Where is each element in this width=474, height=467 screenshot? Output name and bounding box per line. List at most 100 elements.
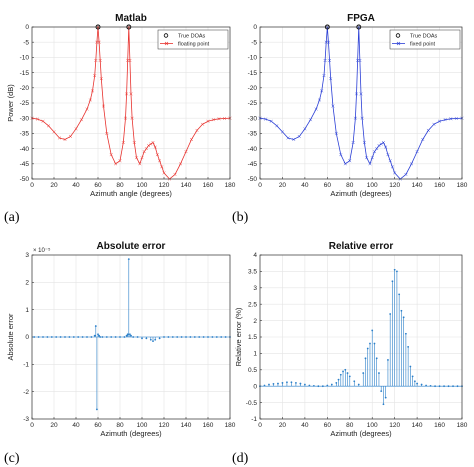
stem-point	[366, 347, 369, 350]
stem-point	[90, 336, 93, 338]
series-point	[426, 128, 430, 132]
stem-point	[145, 337, 148, 340]
x-tick-label: 140	[181, 182, 192, 189]
stem-point	[185, 336, 187, 338]
y-tick-label: 3.5	[248, 269, 257, 276]
stem-point	[346, 372, 349, 374]
series-point	[68, 134, 73, 139]
series-point	[449, 117, 453, 121]
x-tick-label: 80	[116, 182, 124, 189]
stem-point	[371, 329, 374, 332]
series-point	[99, 77, 103, 81]
stem-point	[119, 336, 121, 338]
legend-series-label: fixed point	[410, 42, 436, 48]
stem-point	[220, 336, 223, 338]
panel-letter: (a)	[4, 210, 20, 225]
series-point	[173, 172, 177, 177]
stem-point	[55, 336, 58, 338]
stem-point	[402, 316, 405, 319]
chart-panel-2: 0 20 40 60 80 100 120 140 160 180 0 -5 -10 -15 -20 -25 -…	[232, 13, 468, 225]
stem-point	[176, 336, 179, 338]
stem-point	[125, 334, 128, 337]
stem-point	[380, 390, 383, 393]
y-tick-label: -10	[248, 55, 258, 62]
x-tick-label: 20	[50, 182, 58, 189]
y-tick-label: -1	[23, 362, 29, 369]
stem-point	[132, 336, 135, 338]
x-tick-label: 100	[137, 422, 148, 429]
series-point	[129, 92, 133, 96]
stem-point	[46, 336, 49, 338]
series-point	[90, 89, 95, 93]
chart-title: Matlab	[115, 13, 147, 24]
series-point	[158, 159, 162, 163]
x-tick-label: 120	[159, 422, 170, 429]
stem-point	[130, 334, 132, 337]
stem-point	[438, 385, 441, 388]
stem-point	[94, 325, 97, 327]
plot-frame	[31, 254, 231, 420]
stem-point	[158, 337, 161, 340]
stem-point	[171, 336, 174, 338]
stem-point	[59, 336, 62, 338]
stem-point	[163, 336, 165, 338]
series-point	[415, 150, 419, 154]
plot-frame	[31, 26, 231, 180]
stem-point	[272, 383, 275, 385]
series-point	[331, 104, 335, 108]
legend-series-marker	[164, 41, 169, 46]
stem-point	[207, 336, 209, 338]
series-point	[348, 159, 352, 163]
y-axis-label: Power (dB)	[6, 84, 15, 122]
series-point	[388, 159, 392, 163]
stem-point	[81, 336, 84, 338]
series-point	[160, 165, 164, 169]
y-tick-label: -30	[248, 115, 258, 122]
series-point	[329, 77, 333, 81]
stem-point	[447, 385, 450, 388]
stem-point	[369, 342, 371, 345]
stem-point	[398, 293, 401, 296]
stem-point	[263, 384, 266, 387]
x-tick-label: 120	[389, 182, 400, 189]
stem-point	[389, 313, 392, 315]
x-tick-label: 100	[367, 422, 378, 429]
stem-point	[303, 383, 306, 386]
y-tick-label: -2	[23, 389, 29, 396]
stem-point	[211, 336, 214, 338]
series-point	[138, 162, 142, 166]
x-tick-label: 60	[94, 182, 102, 189]
stem-point	[277, 382, 279, 385]
series-point	[297, 134, 301, 139]
stem-point	[68, 336, 71, 338]
stem-point	[456, 385, 459, 388]
series-point	[151, 140, 155, 145]
x-tick-label: 120	[159, 182, 170, 189]
series-point	[109, 153, 113, 157]
stem-point	[198, 336, 201, 338]
y-axis-label: Absolute error	[6, 313, 15, 361]
series-point	[351, 140, 355, 145]
legend-true-doa-label: True DOAs	[410, 34, 438, 40]
x-tick-label: 40	[301, 182, 309, 189]
x-tick-label: 140	[412, 182, 423, 189]
series-point	[356, 58, 360, 63]
y-tick-label: -45	[248, 161, 258, 168]
series-point	[97, 40, 101, 44]
x-tick-label: 80	[346, 182, 354, 189]
chart-title: FPGA	[347, 13, 375, 24]
series-point	[57, 136, 62, 140]
series-point	[275, 124, 279, 128]
series-point	[63, 137, 67, 142]
stem-point	[396, 270, 398, 273]
legend: True DOAs floating point	[157, 29, 229, 50]
stem-point	[337, 378, 340, 381]
stem-point	[98, 334, 100, 337]
y-tick-label: -50	[248, 176, 258, 183]
y-tick-label: 2	[253, 318, 257, 325]
series-point	[52, 130, 56, 134]
panel-letter: (b)	[232, 210, 249, 225]
stem-point	[339, 373, 342, 376]
stem-point	[114, 336, 117, 338]
series-point	[360, 116, 364, 120]
